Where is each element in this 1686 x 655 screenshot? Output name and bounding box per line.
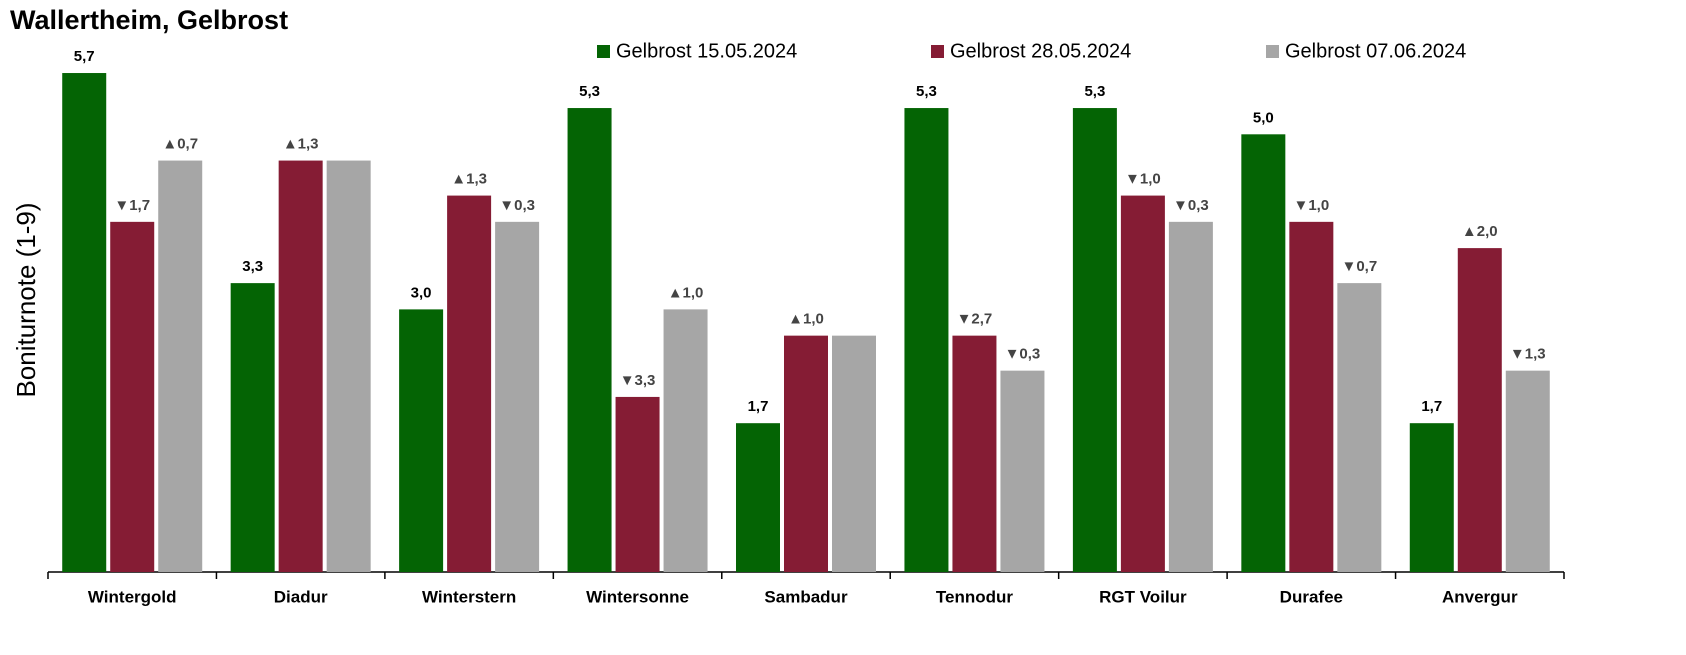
bar — [495, 221, 540, 572]
bar — [62, 73, 107, 573]
bar — [1505, 370, 1550, 572]
bar — [1072, 108, 1117, 573]
bar — [784, 335, 828, 572]
bar — [832, 335, 876, 572]
legend-swatch — [597, 45, 610, 58]
change-label: ▼0,3 — [1173, 197, 1209, 214]
bar — [1337, 283, 1382, 572]
data-label: 5,3 — [1084, 83, 1105, 100]
bar — [1289, 221, 1334, 572]
bar — [904, 108, 949, 573]
bar — [278, 160, 323, 573]
bar — [736, 423, 780, 572]
data-label: 3,3 — [242, 258, 263, 275]
legend-label: Gelbrost 28.05.2024 — [950, 40, 1131, 62]
change-label: ▼0,7 — [1341, 258, 1377, 275]
legend-swatch — [1266, 45, 1279, 58]
x-tick-label: Tennodur — [936, 587, 1013, 606]
bar — [1409, 423, 1454, 572]
change-label: ▲1,3 — [451, 171, 487, 188]
x-tick-label: Wintergold — [88, 587, 177, 606]
data-label: 5,3 — [579, 83, 600, 100]
bar — [230, 283, 275, 572]
y-axis-label: Boniturnote (1-9) — [11, 202, 41, 397]
data-label: 1,7 — [1421, 398, 1442, 415]
change-label: ▼0,3 — [1005, 346, 1041, 363]
change-label: ▲1,0 — [788, 311, 824, 328]
bar — [326, 160, 371, 573]
change-label: ▲2,0 — [1462, 223, 1498, 240]
change-label: ▼2,7 — [957, 311, 993, 328]
data-label: 3,0 — [411, 284, 432, 301]
change-label: ▼0,3 — [499, 197, 535, 214]
bar — [615, 396, 660, 572]
change-label: ▼3,3 — [620, 372, 656, 389]
x-tick-label: Winterstern — [422, 587, 516, 606]
x-tick-label: Diadur — [274, 587, 328, 606]
bar — [1457, 248, 1502, 572]
change-label: ▼1,7 — [114, 197, 150, 214]
legend-label: Gelbrost 15.05.2024 — [616, 40, 797, 62]
bar — [158, 160, 203, 573]
data-label: 1,7 — [748, 398, 769, 415]
bar — [110, 221, 155, 572]
bar — [663, 309, 708, 572]
bar — [952, 335, 997, 572]
bar — [447, 195, 492, 573]
data-label: 5,7 — [74, 48, 95, 65]
bar — [399, 309, 444, 572]
data-label: 5,3 — [916, 83, 937, 100]
x-tick-label: Wintersonne — [586, 587, 689, 606]
bar — [1000, 370, 1045, 572]
change-label: ▼1,3 — [1510, 346, 1546, 363]
legend-label: Gelbrost 07.06.2024 — [1285, 40, 1466, 62]
change-label: ▲0,7 — [162, 136, 198, 153]
x-tick-label: Durafee — [1280, 587, 1343, 606]
legend-swatch — [931, 45, 944, 58]
change-label: ▼1,0 — [1293, 197, 1329, 214]
bar — [1241, 134, 1286, 573]
bar — [1120, 195, 1165, 573]
chart-title: Wallertheim, Gelbrost — [10, 5, 288, 35]
bar — [1168, 221, 1213, 572]
bar — [567, 108, 612, 573]
x-tick-label: RGT Voilur — [1099, 587, 1187, 606]
change-label: ▼1,0 — [1125, 171, 1161, 188]
x-tick-label: Sambadur — [764, 587, 848, 606]
data-label: 5,0 — [1253, 109, 1274, 126]
change-label: ▲1,0 — [668, 284, 704, 301]
x-tick-label: Anvergur — [1442, 587, 1518, 606]
change-label: ▲1,3 — [283, 136, 319, 153]
